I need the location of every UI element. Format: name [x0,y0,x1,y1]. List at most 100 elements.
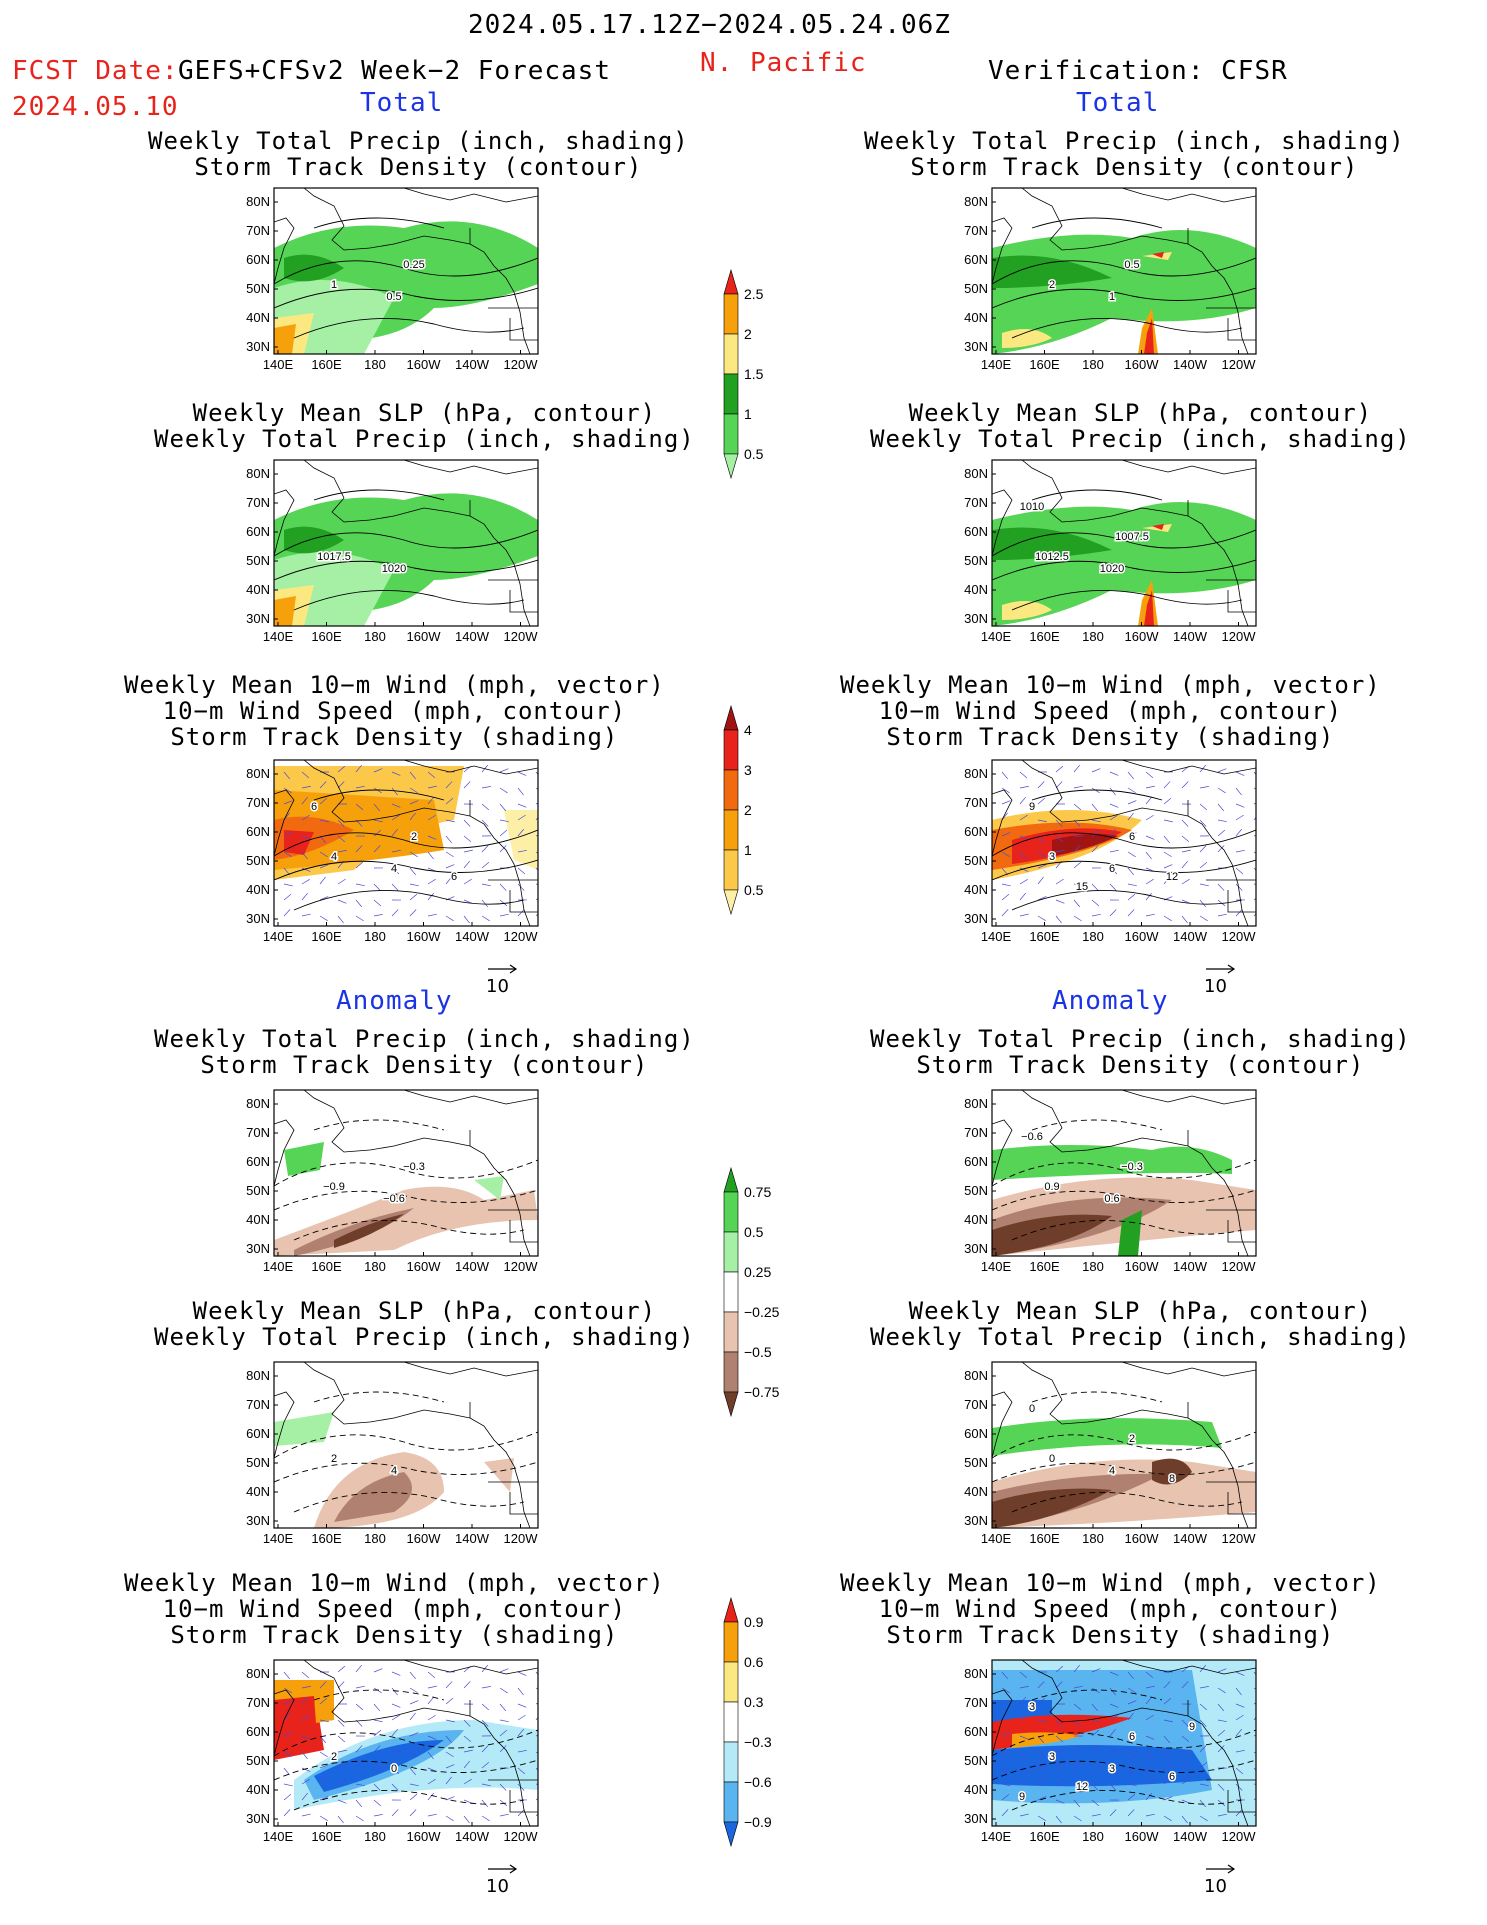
wind-vector [1181,1719,1189,1727]
wind-vector [535,1797,538,1801]
coastline [1021,460,1249,626]
contour-label: 9 [1029,801,1035,813]
wind-vector [1217,1719,1227,1723]
wind-vector [283,909,291,917]
lon-label: 160W [1125,1829,1160,1844]
wind-vector [1091,1813,1101,1817]
wind-vector [1199,1799,1207,1808]
wind-vector [1253,816,1256,821]
shade-region [474,1176,504,1200]
wind-vector [319,781,327,789]
wind-vector [283,1671,291,1680]
lat-label: 40N [246,1782,270,1797]
wind-vector [1145,771,1154,779]
wind-vector [463,1815,470,1824]
wind-vector [337,1799,347,1804]
wind-vector [373,1745,381,1753]
wind-vector [1163,781,1171,789]
wind-vector [301,913,311,917]
wind-vector [283,1700,293,1705]
wind-vector [1181,781,1189,789]
contour-line [293,1790,525,1811]
wind-vector [319,1697,328,1705]
wind-vector [1001,800,1011,805]
lat-label: 40N [246,310,270,325]
contour-line [1011,1492,1243,1513]
region-title: N. Pacific [700,48,867,78]
lon-label: 140W [455,629,490,644]
wind-vector [1145,1778,1154,1785]
contour-line [293,890,525,911]
wind-vector [355,1703,364,1711]
wind-vector [355,1761,364,1769]
wind-vector [1019,913,1029,917]
coastline-asia [274,1689,295,1757]
lat-label: 70N [964,1125,988,1140]
wind-vector [1127,800,1137,805]
coastline [1021,1660,1249,1826]
wind-vector [1145,1735,1155,1740]
wind-vector [481,803,490,811]
contour-line [274,559,538,581]
wind-vector [1127,1687,1136,1694]
wind-vector [481,786,491,789]
wind-vector [409,1793,418,1801]
colorbar-swatch [723,1781,739,1823]
wind-vector [391,1671,401,1676]
lat-label: 30N [246,339,270,354]
wind-vector [481,915,490,922]
wind-vector [283,1783,293,1787]
wind-vector [301,867,311,872]
lat-label: 70N [964,1397,988,1412]
lat-label: 30N [964,911,988,926]
map-frame [991,759,1257,927]
wind-vector [1163,915,1172,922]
wind-vector [1037,1764,1047,1769]
lat-label: 70N [964,795,988,810]
colorbar-swatch [723,1701,739,1743]
wind-vector [1253,1716,1256,1721]
wind-vector [337,899,347,904]
wind-vector [355,883,365,887]
title-fc-wind-anom: Weekly Mean 10−m Wind (mph, vector) 10−m … [124,1569,665,1649]
contour-label: 2 [1049,279,1055,291]
lon-label: 160E [1029,629,1060,644]
wind-vector [445,1796,455,1801]
wind-vector [319,1751,328,1758]
wind-vector [463,1760,471,1769]
wind-vector [1127,1671,1135,1680]
coastline-asia [992,1391,1013,1459]
lon-label: 160W [1125,929,1160,944]
contour-line [1031,1689,1163,1701]
wind-vector [319,1719,329,1723]
wind-vector [409,1809,417,1817]
contour-line [293,1492,525,1513]
wind-vector [1235,1749,1245,1753]
wind-vector [1109,1809,1117,1817]
colorbar-swatch [723,1311,739,1353]
contour-line [293,1220,525,1241]
map-frame [273,1361,539,1529]
contour-label: 1007.5 [1115,531,1149,543]
contour-line [992,1461,1256,1483]
wind-vector [1019,1751,1026,1760]
wind-vector [499,1745,507,1753]
wind-vector [1145,1696,1153,1705]
wind-vector [463,835,472,843]
coastline-arctic [403,460,538,475]
wind-vector [1055,1799,1065,1804]
lon-label: 160E [1029,357,1060,372]
wind-vector [535,897,538,901]
wind-vector [355,785,365,789]
coastline [303,1660,531,1826]
wind-vector [1019,879,1028,885]
wind-vector [1109,803,1119,808]
wind-vector [1001,771,1009,780]
lat-label: 40N [964,882,988,897]
wind-vector [1109,1783,1117,1791]
map-cfsr-wind-anom: 3 3 6 3 6 12 9 9 80N 70N 60N 50N 40N 30N 140E 160E 180 16… [958,1658,1260,1850]
wind-vector [1181,878,1190,885]
wind-vector [1019,785,1029,789]
wind-vector [481,899,489,908]
wind-vector [535,867,538,871]
